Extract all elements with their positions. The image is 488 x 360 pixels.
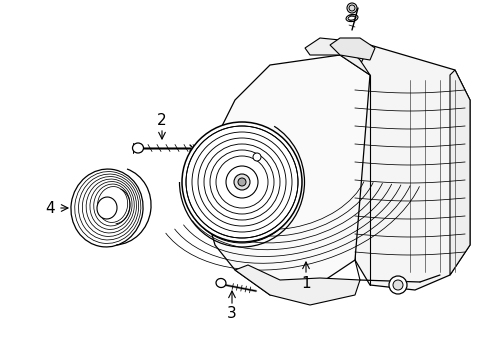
Polygon shape	[305, 38, 369, 75]
Circle shape	[388, 276, 406, 294]
Circle shape	[346, 3, 356, 13]
Circle shape	[225, 166, 258, 198]
Text: 3: 3	[226, 306, 236, 321]
Text: 2: 2	[157, 112, 166, 127]
Ellipse shape	[216, 279, 225, 288]
Circle shape	[348, 5, 354, 11]
Polygon shape	[204, 55, 369, 295]
Polygon shape	[235, 265, 359, 305]
Circle shape	[238, 178, 245, 186]
Ellipse shape	[132, 143, 143, 153]
Polygon shape	[354, 45, 469, 290]
Circle shape	[252, 153, 261, 161]
Text: 4: 4	[45, 201, 55, 216]
Polygon shape	[329, 38, 374, 60]
Ellipse shape	[97, 197, 117, 219]
Polygon shape	[449, 70, 469, 275]
Circle shape	[234, 174, 249, 190]
Text: 1: 1	[301, 275, 310, 291]
Circle shape	[182, 122, 302, 242]
Circle shape	[392, 280, 402, 290]
